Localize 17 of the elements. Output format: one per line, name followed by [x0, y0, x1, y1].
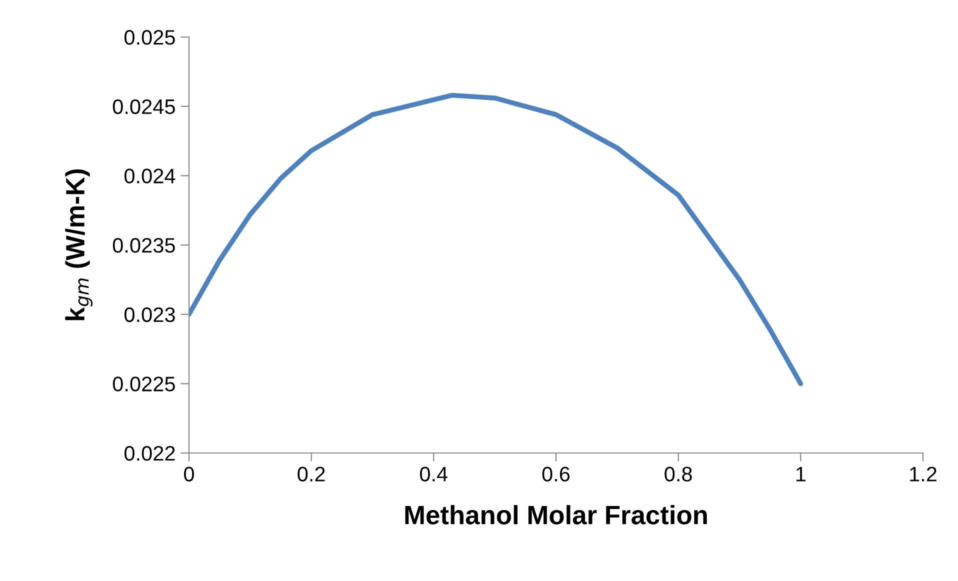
y-tick-label: 0.0225 [112, 376, 175, 392]
y-tick-label: 0.0235 [112, 238, 175, 253]
y-axis-title: k$_{gm}$ (W/m-K) [65, 169, 92, 320]
x-tick-label: 0.8 [664, 466, 692, 482]
x-tick-label: 0.6 [542, 466, 570, 482]
y-tick-label: 0.022 [124, 446, 175, 461]
y-tick-label: 0.025 [124, 30, 175, 45]
y-tick-label: 0.0245 [112, 99, 175, 114]
x-tick-label: 0 [184, 466, 194, 482]
x-axis-title: Methanol Molar Fraction [405, 505, 707, 524]
x-tick-label: 1 [796, 466, 806, 482]
y-tick-label: 0.024 [124, 168, 176, 184]
y-tick-label: 0.023 [124, 307, 175, 322]
x-tick-label: 1.2 [910, 466, 936, 482]
x-tick-label: 0.4 [420, 466, 448, 482]
line-series [189, 92, 804, 386]
x-tick-label: 0.2 [298, 466, 325, 482]
